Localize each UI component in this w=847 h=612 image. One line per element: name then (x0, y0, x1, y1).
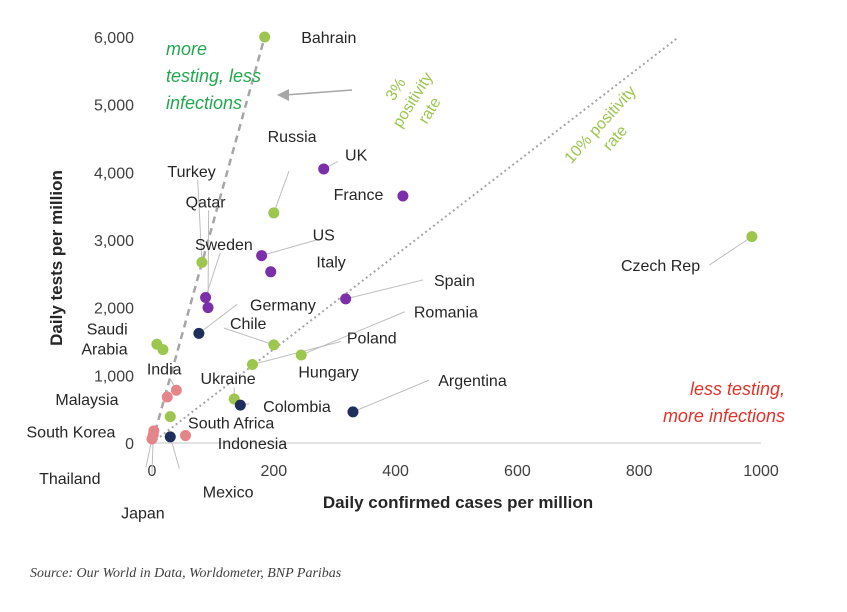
label-leader-line (207, 210, 210, 308)
x-tick-label: 400 (382, 463, 409, 480)
annotations: more testing, less infections less testing,… (166, 39, 785, 426)
y-tick-label: 4,000 (94, 165, 134, 182)
y-axis-title: Daily tests per million (47, 170, 66, 346)
data-point (246, 359, 258, 371)
y-tick-label: 5,000 (94, 98, 134, 115)
point-label: Mexico (203, 485, 254, 502)
data-point (318, 163, 330, 175)
data-point (200, 292, 212, 304)
point-label: UK (345, 148, 368, 165)
label-leader-line (223, 327, 274, 346)
point-label: Romania (414, 305, 478, 322)
data-point (234, 399, 246, 411)
point-label: Italy (316, 255, 345, 272)
label-leader-line (169, 436, 180, 469)
point-label: Japan (121, 506, 165, 523)
more-testing-annotation: more testing, less infections (166, 39, 261, 113)
point-label: Malaysia (55, 392, 118, 409)
data-point (265, 266, 277, 278)
annotation-arrow-head (277, 89, 289, 101)
data-point (259, 31, 271, 43)
point-label: US (313, 228, 335, 245)
point-label: Bahrain (301, 30, 356, 47)
positivity-10pct-line (151, 36, 680, 444)
data-point (196, 256, 208, 268)
point-label: India (147, 362, 182, 379)
positivity-10pct-label: 10% positivityrate (562, 83, 655, 180)
x-tick-label: 1000 (743, 463, 779, 480)
data-point (347, 406, 359, 418)
point-label: Saudi Arabia (81, 322, 127, 359)
x-tick-label: 200 (260, 463, 287, 480)
data-point (164, 431, 176, 443)
y-tick-label: 6,000 (94, 30, 134, 47)
annotation-arrow-line (284, 89, 353, 96)
y-tick-label: 1,000 (94, 368, 134, 385)
point-label: France (334, 187, 384, 204)
y-tick-label: 2,000 (94, 301, 134, 318)
y-tick-label: 0 (125, 436, 134, 453)
point-label: Czech Rep (621, 258, 700, 275)
label-leader-line (345, 279, 424, 300)
point-label: Russia (268, 129, 317, 146)
label-leader-line (261, 239, 317, 257)
point-label: Hungary (298, 364, 358, 381)
data-point (161, 391, 173, 403)
x-tick-label: 600 (504, 463, 531, 480)
data-point (340, 293, 352, 305)
data-point (268, 339, 280, 351)
point-label: Sweden (195, 237, 253, 254)
point-label: Chile (230, 316, 267, 333)
label-leader-line (198, 303, 238, 334)
point-label: Poland (347, 330, 397, 347)
label-leader-line (352, 379, 430, 413)
data-point (164, 411, 176, 423)
data-point (268, 207, 280, 219)
source-note: Source: Our World in Data, Worldometer, … (30, 566, 342, 581)
point-label: Thailand (39, 471, 100, 488)
data-point (746, 231, 758, 243)
axes: 0200400600800100001,0002,0003,0004,0005,… (47, 30, 779, 512)
data-point (397, 190, 409, 202)
data-point (179, 430, 191, 442)
point-label: Qatar (186, 194, 227, 211)
point-label: Colombia (263, 399, 331, 416)
point-label: Turkey (167, 164, 215, 181)
data-point (193, 327, 205, 339)
point-label: Argentina (438, 373, 507, 390)
data-points (146, 31, 758, 445)
point-label: Germany (250, 297, 316, 314)
data-point (256, 250, 268, 262)
point-label: Spain (434, 273, 475, 290)
label-leader-line (205, 252, 221, 298)
data-point (295, 349, 307, 361)
less-testing-annotation: less testing, more infections (663, 379, 785, 426)
y-tick-label: 3,000 (94, 233, 134, 250)
point-label: South Korea (27, 424, 116, 441)
x-tick-label: 800 (626, 463, 653, 480)
point-labels: Bahrain UK Russia France Czech Rep US Italy Tur… (27, 30, 701, 523)
positivity-3pct-label: 3%positivityrate (373, 59, 454, 141)
label-leader-line (273, 170, 290, 214)
x-axis-title: Daily confirmed cases per million (323, 493, 593, 512)
point-label: Indonesia (218, 436, 287, 453)
label-leader-line (197, 179, 203, 263)
label-leader-line (708, 236, 753, 266)
data-point (170, 384, 182, 396)
point-label: Ukraine (201, 371, 256, 388)
data-point (157, 344, 169, 356)
data-point (202, 302, 214, 314)
point-label: South Africa (188, 416, 274, 433)
data-point (147, 429, 159, 441)
